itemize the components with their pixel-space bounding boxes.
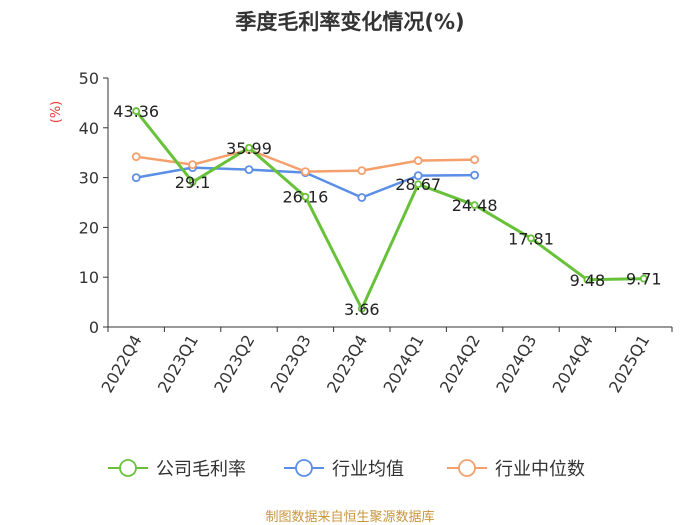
y-tick-label: 10 [79, 268, 99, 287]
data-point [244, 165, 254, 175]
data-label: 24.48 [452, 196, 498, 215]
data-point [639, 274, 648, 283]
data-label: 17.81 [508, 229, 554, 248]
x-tick-label: 2023Q3 [267, 332, 315, 396]
x-tick-label: 2024Q3 [492, 332, 540, 396]
x-tick-label: 2024Q2 [436, 331, 484, 395]
legend-label: 行业中位数 [495, 459, 585, 480]
x-tick-label: 2022Q4 [97, 332, 145, 396]
data-point [245, 143, 253, 152]
x-tick-label: 2023Q1 [154, 332, 202, 396]
data-label: 43.36 [113, 102, 159, 121]
data-label: 35.99 [226, 139, 272, 158]
data-point [470, 170, 480, 180]
data-point [131, 173, 141, 183]
data-point [131, 152, 141, 162]
data-point [583, 275, 592, 284]
data-point [413, 171, 423, 181]
data-label: 3.66 [344, 300, 380, 319]
data-label: 9.71 [626, 270, 662, 289]
source-note: 制图数据来自恒生聚源数据库 [265, 510, 435, 525]
y-tick-label: 40 [79, 119, 99, 138]
data-point [414, 180, 423, 189]
series-line [135, 110, 644, 311]
chart-title: 季度毛利率变化情况(%) [235, 10, 465, 34]
x-tick-label: 2024Q4 [549, 332, 597, 396]
data-point [527, 234, 535, 243]
data-point [188, 160, 198, 170]
x-tick-label: 2023Q2 [210, 332, 258, 396]
x-tick-label: 2023Q4 [323, 332, 371, 396]
data-label: 28.67 [395, 175, 441, 194]
data-point [300, 167, 310, 177]
data-point [470, 201, 479, 209]
y-tick-label: 30 [79, 169, 99, 188]
data-point [357, 304, 366, 313]
data-point [357, 166, 367, 176]
legend-label: 公司毛利率 [156, 459, 246, 480]
x-tick-label: 2025Q1 [605, 332, 653, 396]
y-axis-label: (%) [49, 101, 64, 124]
data-point [413, 156, 423, 166]
y-tick-label: 50 [79, 69, 99, 88]
y-tick-label: 20 [79, 218, 99, 237]
data-label: 29.1 [175, 173, 211, 192]
data-label: 9.48 [570, 271, 606, 290]
legend-marker [119, 459, 137, 477]
x-tick-label: 2024Q1 [379, 332, 427, 396]
data-point [470, 155, 480, 165]
data-point [301, 192, 310, 201]
data-point [357, 193, 367, 202]
data-label: 26.16 [282, 188, 328, 207]
y-tick-label: 0 [89, 318, 99, 337]
data-point [132, 107, 141, 115]
legend-label: 行业均值 [332, 459, 404, 480]
legend-marker [458, 459, 476, 477]
legend-marker [295, 459, 313, 477]
data-point [188, 178, 197, 186]
